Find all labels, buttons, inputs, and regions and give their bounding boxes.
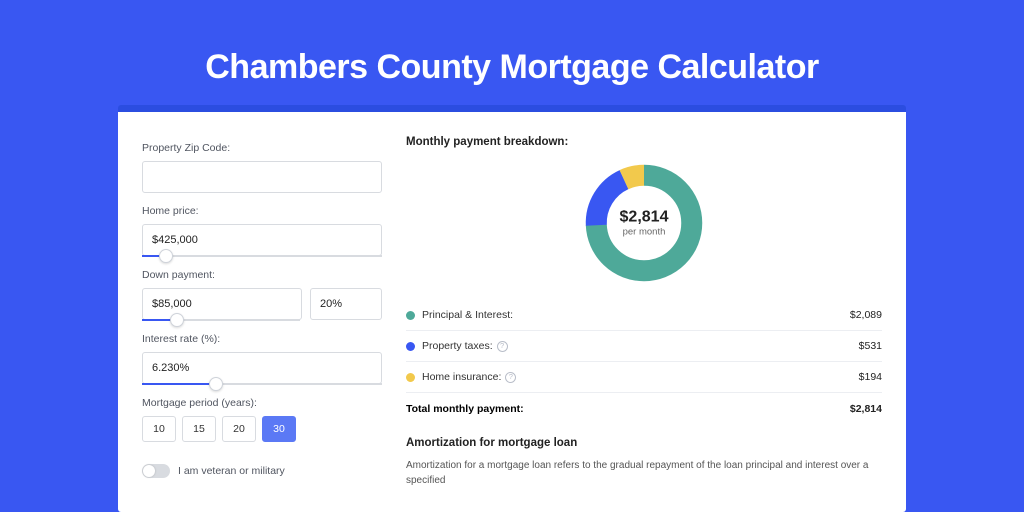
period-buttons: 10152030 [142,416,382,442]
home-price-input[interactable] [142,224,382,256]
veteran-label: I am veteran or military [178,465,285,477]
amortization-title: Amortization for mortgage loan [406,437,882,449]
legend-dot [406,373,415,382]
legend-value: $194 [859,371,882,383]
veteran-toggle-knob [143,465,155,477]
period-btn-20[interactable]: 20 [222,416,256,442]
home-price-label: Home price: [142,205,382,217]
legend: Principal & Interest: $2,089 Property taxe… [406,300,882,392]
veteran-toggle[interactable] [142,464,170,478]
zip-label: Property Zip Code: [142,142,382,154]
down-payment-group: Down payment: [142,269,382,321]
legend-value: $531 [859,340,882,352]
down-payment-slider[interactable] [142,319,300,321]
legend-row: Principal & Interest: $2,089 [406,300,882,330]
donut-amount: $2,814 [620,209,669,227]
legend-value: $2,089 [850,309,882,321]
amortization-text: Amortization for a mortgage loan refers … [406,459,882,488]
period-btn-15[interactable]: 15 [182,416,216,442]
inputs-panel: Property Zip Code: Home price: Down paym… [142,136,382,488]
zip-field-group: Property Zip Code: [142,142,382,193]
legend-name: Home insurance:? [422,371,516,383]
help-icon[interactable]: ? [505,372,516,383]
breakdown-panel: Monthly payment breakdown: $2,814 per mo… [406,136,882,488]
total-value: $2,814 [850,403,882,415]
breakdown-title: Monthly payment breakdown: [406,136,882,148]
legend-dot [406,342,415,351]
down-percent-input[interactable] [310,288,382,320]
total-label: Total monthly payment: [406,403,524,415]
total-row: Total monthly payment: $2,814 [406,392,882,415]
legend-dot [406,311,415,320]
donut-chart: $2,814 per month [581,160,707,286]
down-payment-label: Down payment: [142,269,382,281]
rate-slider-thumb[interactable] [209,377,223,391]
veteran-row: I am veteran or military [142,464,382,478]
period-group: Mortgage period (years): 10152030 [142,397,382,442]
card-top-accent [118,105,906,112]
page-title: Chambers County Mortgage Calculator [205,48,818,87]
rate-slider-fill [142,383,216,385]
help-icon[interactable]: ? [497,341,508,352]
zip-input[interactable] [142,161,382,193]
period-label: Mortgage period (years): [142,397,382,409]
rate-slider[interactable] [142,383,382,385]
donut-center: $2,814 per month [620,209,669,238]
period-btn-10[interactable]: 10 [142,416,176,442]
page-background: Chambers County Mortgage Calculator Prop… [0,0,1024,512]
calculator-card: Property Zip Code: Home price: Down paym… [118,112,906,512]
legend-name: Principal & Interest: [422,309,513,321]
down-payment-slider-thumb[interactable] [170,313,184,327]
legend-row: Property taxes:? $531 [406,330,882,361]
donut-wrap: $2,814 per month [406,160,882,286]
legend-row: Home insurance:? $194 [406,361,882,392]
legend-name: Property taxes:? [422,340,508,352]
period-btn-30[interactable]: 30 [262,416,296,442]
rate-input[interactable] [142,352,382,384]
rate-label: Interest rate (%): [142,333,382,345]
rate-group: Interest rate (%): [142,333,382,385]
home-price-group: Home price: [142,205,382,257]
home-price-slider-thumb[interactable] [159,249,173,263]
down-amount-input[interactable] [142,288,302,320]
home-price-slider[interactable] [142,255,382,257]
donut-sub: per month [620,227,669,238]
